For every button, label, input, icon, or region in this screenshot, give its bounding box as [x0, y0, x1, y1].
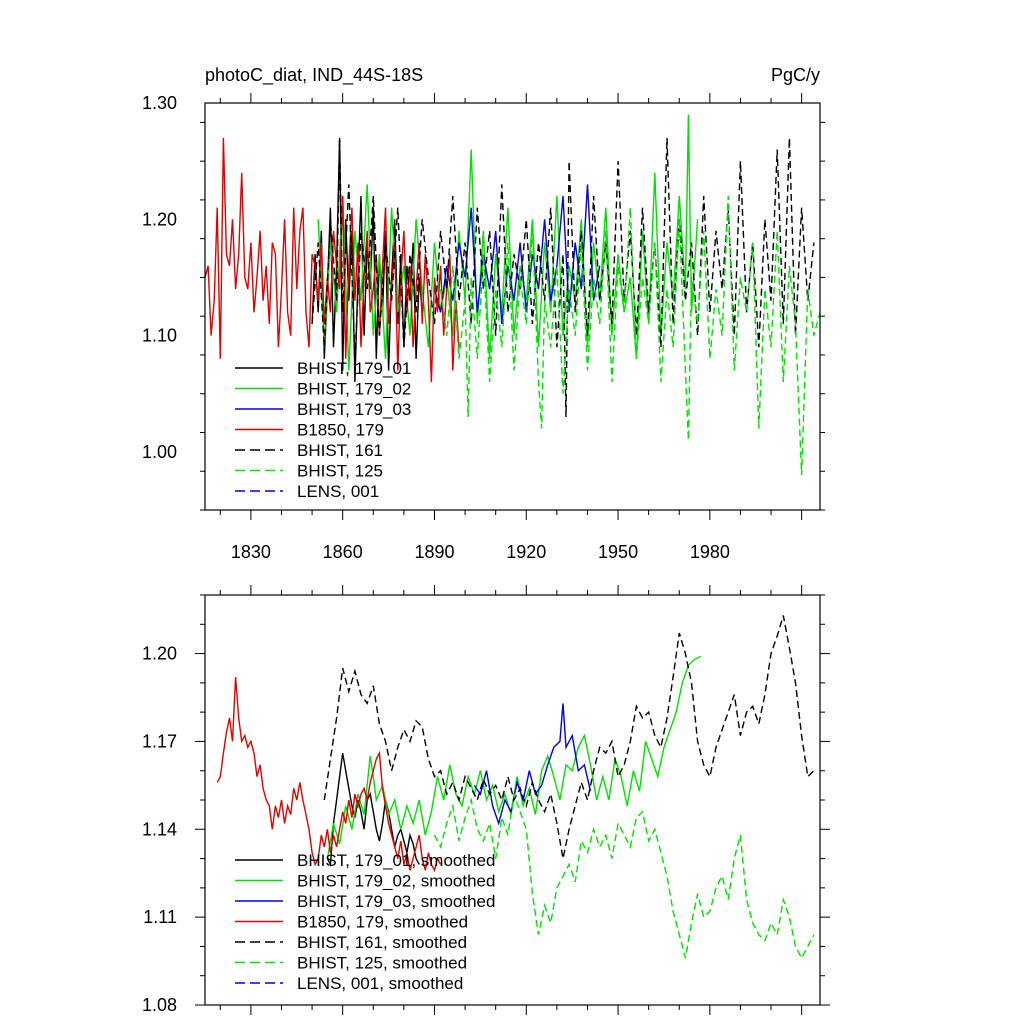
y-tick-label: 1.20	[142, 209, 177, 229]
legend-entry-2: BHIST, 179_02, smoothed	[297, 872, 495, 891]
y-tick-label: 1.20	[142, 644, 177, 664]
legend-entry-7: LENS, 001	[297, 482, 379, 501]
x-tick-label: 1890	[414, 542, 454, 562]
series-line-6	[439, 195, 820, 476]
chart-title: photoC_diat, IND_44S-18S	[205, 65, 423, 86]
y-tick-label: 1.14	[142, 819, 177, 839]
series-group	[205, 114, 820, 476]
legend-entry-4: B1850, 179	[297, 421, 384, 440]
legend-entry-3: BHIST, 179_03	[297, 400, 411, 419]
legend: BHIST, 179_01, smoothed BHIST, 179_02, sm…	[235, 851, 495, 993]
x-tick-label: 1860	[323, 542, 363, 562]
units-label: PgC/y	[771, 65, 820, 85]
series-line-4	[205, 137, 460, 383]
legend-entry-1: BHIST, 179_01	[297, 359, 411, 378]
series-line-1	[326, 752, 420, 867]
y-tick-label: 1.30	[142, 93, 177, 113]
x-tick-label: 1830	[231, 542, 271, 562]
legend-entry-6: BHIST, 125	[297, 462, 383, 481]
series-line-6	[433, 793, 815, 960]
y-tick-label: 1.17	[142, 731, 177, 751]
x-tick-label: 1980	[690, 542, 730, 562]
x-tick-label: 1920	[506, 542, 546, 562]
series-line-2	[317, 114, 699, 371]
series-line-4	[216, 676, 442, 873]
legend-entry-1: BHIST, 179_01, smoothed	[297, 851, 495, 870]
legend-entry-5: BHIST, 161	[297, 441, 383, 460]
legend-entry-4: B1850, 179, smoothed	[297, 913, 468, 932]
legend-entry-3: BHIST, 179_03, smoothed	[297, 892, 495, 911]
y-tick-label: 1.11	[143, 907, 177, 927]
plot-frame	[204, 102, 821, 511]
y-tick-label: 1.10	[142, 326, 177, 346]
panel-1: 1830 1860 1890 1920 1950 1980 1.00 1.10 1.20 1.30…	[142, 65, 825, 562]
series-group	[216, 615, 815, 960]
legend-entry-6: BHIST, 125, smoothed	[297, 954, 467, 973]
series-line-3	[473, 703, 592, 826]
x-tick-label: 1950	[598, 542, 638, 562]
series-line-1	[311, 137, 423, 383]
series-line-2	[326, 655, 702, 859]
legend-entry-7: LENS, 001, smoothed	[297, 974, 463, 993]
y-tick-label: 1.00	[142, 442, 177, 462]
series-line-5	[323, 615, 815, 859]
series-line-3	[433, 184, 601, 324]
legend-entry-2: BHIST, 179_02	[297, 380, 411, 399]
legend-entry-5: BHIST, 161, smoothed	[297, 933, 467, 952]
y-tick-label: 1.08	[142, 995, 177, 1015]
panel-2: 1.08 1.11 1.14 1.17 1.20 BHIST, 179_01, smoot…	[142, 585, 830, 1015]
